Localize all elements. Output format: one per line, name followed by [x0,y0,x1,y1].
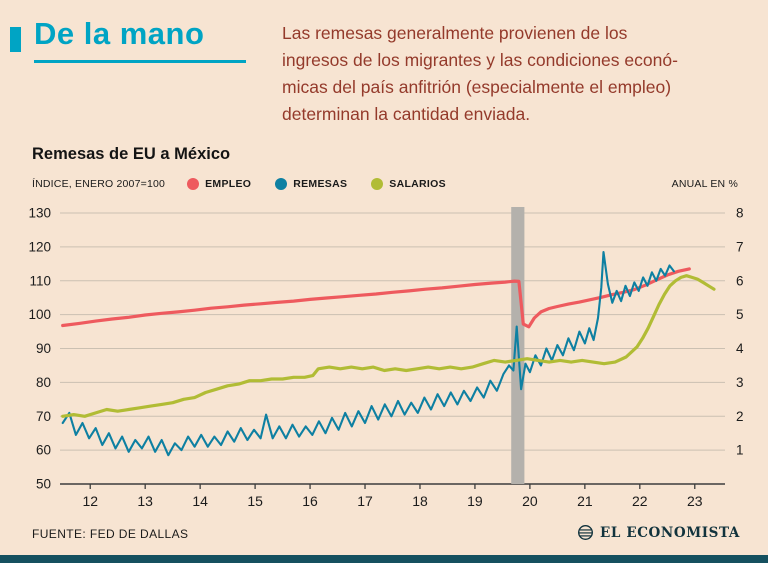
svg-text:8: 8 [736,206,744,221]
svg-text:90: 90 [36,341,51,356]
title-accent-square [10,27,21,52]
svg-text:23: 23 [687,493,703,509]
svg-text:5: 5 [736,307,744,322]
svg-text:1: 1 [736,443,744,458]
legend-item-salarios: SALARIOS [371,178,446,190]
svg-text:13: 13 [137,493,153,509]
legend-label-remesas: REMESAS [293,178,348,190]
svg-text:70: 70 [36,409,51,424]
svg-text:6: 6 [736,273,744,288]
svg-text:4: 4 [736,341,744,356]
svg-text:17: 17 [357,493,373,509]
empleo-dot-icon [187,178,200,190]
svg-text:12: 12 [82,493,98,509]
legend-label-salarios: SALARIOS [389,178,446,190]
left-axis-note: ÍNDICE, ENERO 2007=100 [32,178,166,190]
svg-text:16: 16 [302,493,318,509]
svg-text:100: 100 [28,307,51,322]
svg-text:80: 80 [36,375,51,390]
legend-label-empleo: EMPLEO [205,178,252,190]
footer-accent-bar [0,555,768,563]
legend-item-empleo: EMPLEO [187,178,251,190]
page-title: De la mano [34,16,205,51]
svg-text:19: 19 [467,493,483,509]
el-economista-wordmark: EL ECONOMISTA [600,524,740,541]
svg-text:14: 14 [192,493,208,509]
legend-items: EMPLEO REMESAS SALARIOS [187,178,446,190]
svg-text:130: 130 [28,206,51,221]
svg-text:3: 3 [736,375,744,390]
intro-line-3: micas del país anfitrión (especialmente … [282,77,672,97]
svg-text:21: 21 [577,493,593,509]
svg-text:110: 110 [29,273,51,288]
svg-text:2: 2 [736,409,744,424]
el-economista-logo: EL ECONOMISTA [577,524,740,541]
intro-line-2: ingresos de los migrantes y las condicio… [282,50,678,70]
svg-text:20: 20 [522,493,538,509]
intro-line-1: Las remesas generalmente provienen de lo… [282,23,628,43]
el-economista-globe-icon [578,525,594,540]
svg-text:18: 18 [412,493,428,509]
legend-item-remesas: REMESAS [275,178,347,190]
salarios-dot-icon [371,178,384,190]
svg-text:22: 22 [632,493,648,509]
remesas-dot-icon [275,178,288,190]
title-underline [34,60,246,63]
source-note: FUENTE: FED DE DALLAS [32,527,189,541]
intro-paragraph: Las remesas generalmente provienen de lo… [282,20,757,128]
svg-text:50: 50 [36,477,51,492]
svg-text:15: 15 [247,493,263,509]
svg-text:60: 60 [36,443,51,458]
right-axis-note: ANUAL EN % [671,178,738,190]
intro-line-4: determinan la cantidad enviada. [282,104,531,124]
svg-text:120: 120 [28,239,51,254]
svg-text:7: 7 [736,239,744,254]
chart-title: Remesas de EU a México [32,145,231,163]
chart-legend: ÍNDICE, ENERO 2007=100 EMPLEO REMESAS SA… [32,178,738,190]
